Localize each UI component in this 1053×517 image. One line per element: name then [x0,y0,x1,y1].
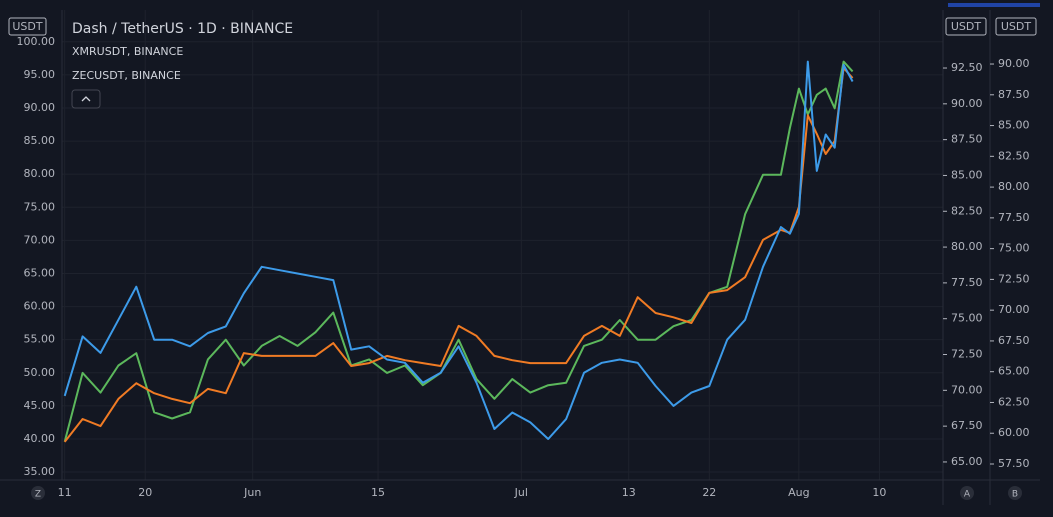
y-tick-label: 57.50 [998,457,1030,470]
y-tick-label: 75.00 [998,242,1030,255]
scale-button[interactable] [31,486,45,500]
unit-label: USDT [12,20,43,33]
grid [62,10,943,480]
y-tick-label: 90.00 [998,57,1030,70]
y-tick-label: 65.00 [998,365,1030,378]
y-tick-label: 90.00 [24,101,56,114]
y-tick-label: 95.00 [24,68,56,81]
unit-label: USDT [951,20,982,33]
top-strip [948,3,1040,7]
unit-box [8,17,47,36]
y-tick-label: 65.00 [951,455,983,468]
y-tick-label: 90.00 [951,97,983,110]
x-tick-label: Jul [514,486,528,499]
series-line [63,60,854,443]
y-tick-label: 67.50 [998,334,1030,347]
collapse-button[interactable] [71,89,101,109]
unit-label: USDT [1001,20,1032,33]
scale-button-label: B [1012,490,1018,500]
y-tick-label: 80.00 [24,167,56,180]
chart-title: Dash / TetherUS · 1D · BINANCE [72,21,293,37]
y-tick-label: 62.50 [998,395,1030,408]
y-tick-label: 85.00 [951,168,983,181]
y-tick-label: 87.50 [951,133,983,146]
scale-button[interactable] [960,486,974,500]
x-tick-label: 13 [622,486,636,499]
y-tick-label: 77.50 [998,211,1030,224]
y-tick-label: 80.00 [951,240,983,253]
y-tick-label: 80.00 [998,180,1030,193]
unit-box [945,17,987,36]
y-tick-label: 75.00 [951,312,983,325]
x-tick-label: 10 [872,486,886,499]
x-tick-label: Jun [243,486,261,499]
y-tick-label: 60.00 [24,300,56,313]
y-tick-label: 77.50 [951,276,983,289]
y-tick-label: 40.00 [24,432,56,445]
y-tick-label: 85.00 [998,119,1030,132]
y-tick-label: 60.00 [998,426,1030,439]
y-tick-label: 92.50 [951,61,983,74]
scale-button[interactable] [1008,486,1022,500]
y-tick-label: 75.00 [24,200,56,213]
scale-button-label: A [964,490,971,500]
x-tick-label: 15 [371,486,385,499]
y-tick-label: 55.00 [24,333,56,346]
y-tick-label: 72.50 [998,272,1030,285]
series-line [63,60,854,440]
y-tick-label: 100.00 [17,35,56,48]
y-tick-label: 72.50 [951,348,983,361]
x-tick-label: Aug [788,486,809,499]
y-tick-label: 70.00 [951,383,983,396]
y-tick-label: 35.00 [24,465,56,478]
y-tick-label: 67.50 [951,419,983,432]
y-tick-label: 87.50 [998,88,1030,101]
scale-button-label: Z [35,490,41,500]
y-tick-label: 82.50 [951,204,983,217]
y-tick-label: 70.00 [24,233,56,246]
legend-entry: XMRUSDT, BINANCE [72,45,183,58]
legend-entry: ZECUSDT, BINANCE [72,69,181,82]
y-tick-label: 85.00 [24,134,56,147]
unit-box [995,17,1037,36]
y-tick-label: 50.00 [24,366,56,379]
x-tick-label: 11 [58,486,72,499]
collapse-icon [81,96,91,102]
series-line [63,67,854,443]
y-tick-label: 65.00 [24,266,56,279]
y-tick-label: 82.50 [998,149,1030,162]
x-tick-label: 20 [138,486,152,499]
y-tick-label: 45.00 [24,399,56,412]
x-tick-label: 22 [702,486,716,499]
y-tick-label: 70.00 [998,303,1030,316]
